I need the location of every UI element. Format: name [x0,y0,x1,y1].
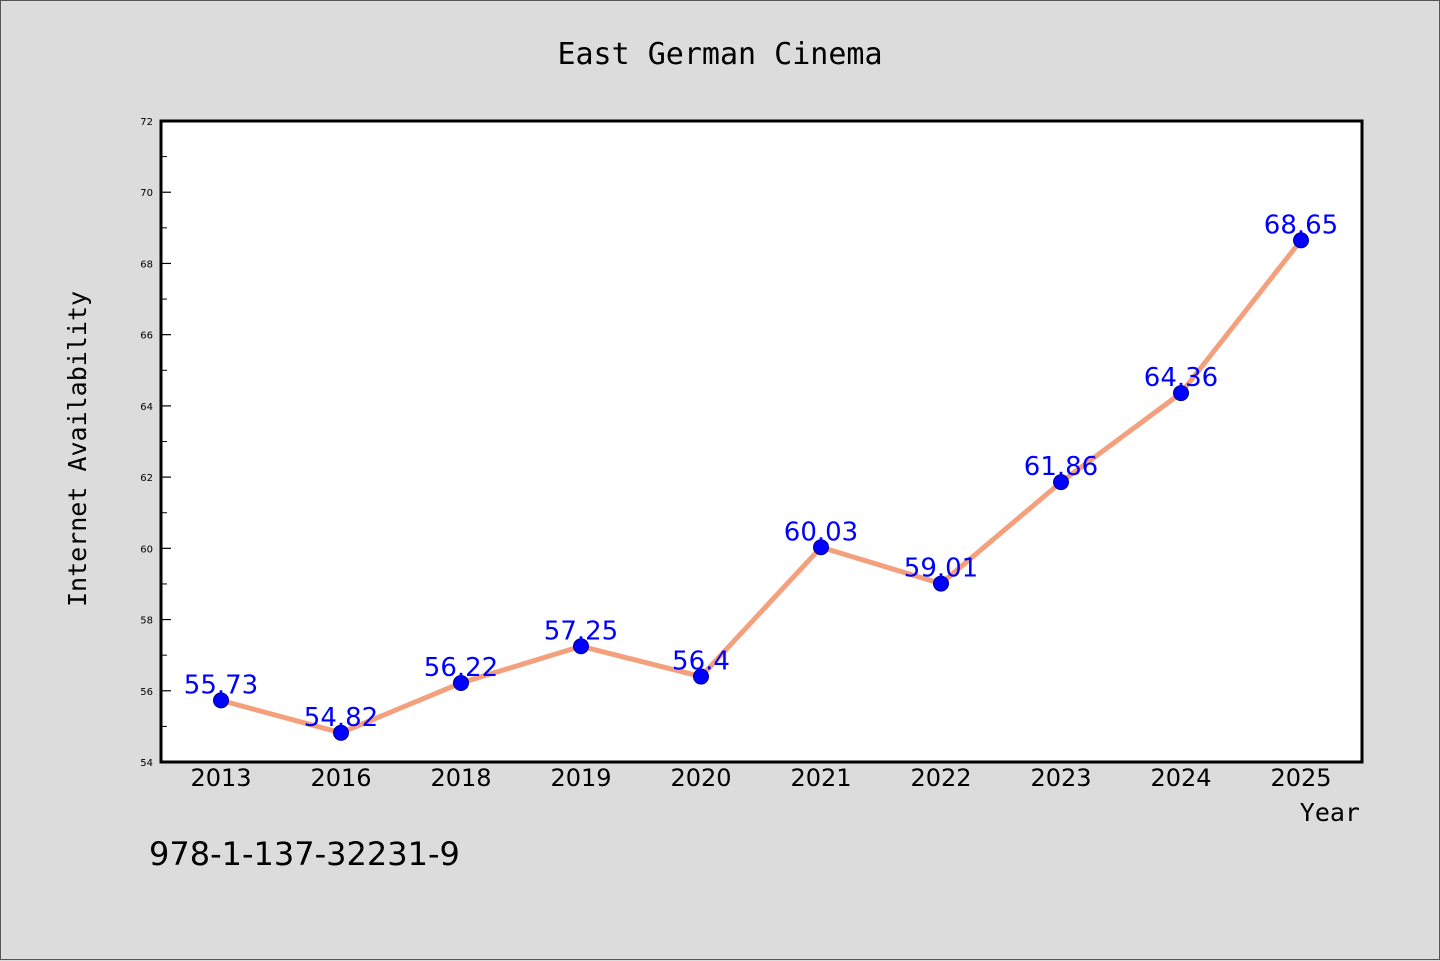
y-tick-label: 54 [140,758,153,769]
data-point-marker [213,692,229,709]
data-point-marker [1293,232,1309,249]
y-tick-label: 66 [140,331,153,342]
y-tick-label: 62 [140,473,153,484]
data-label: 61.86 [1024,452,1098,482]
y-tick-label: 58 [140,616,153,627]
isbn-footnote: 978-1-137-32231-9 [149,835,460,873]
x-tick-label: 2024 [1150,764,1211,792]
x-tick-label: 2018 [430,764,491,792]
series-line-group [213,232,1309,741]
data-label: 57.25 [544,616,618,646]
data-label: 68.65 [1264,210,1338,240]
data-label-group: 55.73 54.82 56.22 57.25 56.4 60.03 59.01 61.86 6… [184,210,1338,733]
data-label: 56.4 [672,647,730,677]
data-label: 55.73 [184,670,258,700]
x-tick-label: 2019 [550,764,611,792]
data-label: 54.82 [304,703,378,733]
y-axis: 54 56 58 60 62 64 66 68 70 72 [140,117,171,769]
y-tick-label: 60 [140,544,153,555]
data-point-marker [813,539,829,556]
x-axis-title: Year [1300,798,1360,827]
y-tick-label: 68 [140,259,153,270]
data-label: 56.22 [424,653,498,683]
data-label: 60.03 [784,517,858,547]
data-point-marker [1173,385,1189,402]
x-tick-label: 2020 [670,764,731,792]
y-tick-label: 64 [140,402,153,413]
data-point-marker [453,674,469,691]
x-axis: 2013 2016 2018 2019 2020 2021 2022 2023 2024 2025 [190,764,1331,792]
plot-area [159,119,1364,764]
data-point-marker [333,724,349,741]
chart-title: East German Cinema [557,37,882,72]
x-tick-label: 2022 [910,764,971,792]
y-tick-label: 56 [140,687,153,698]
data-point-marker [933,575,949,592]
x-tick-label: 2023 [1030,764,1091,792]
data-point-marker [573,638,589,655]
x-tick-label: 2016 [310,764,371,792]
x-tick-label: 2013 [190,764,251,792]
y-axis-title: Internet Availability [63,291,92,607]
data-point-marker [693,668,709,685]
data-point-marker [1053,474,1069,491]
series-line [218,237,1304,736]
x-tick-label: 2021 [790,764,851,792]
data-label: 64.36 [1144,363,1218,393]
data-label: 59.01 [904,554,978,584]
y-tick-label: 70 [140,188,153,199]
y-tick-label: 72 [140,117,153,128]
x-tick-label: 2025 [1270,764,1331,792]
